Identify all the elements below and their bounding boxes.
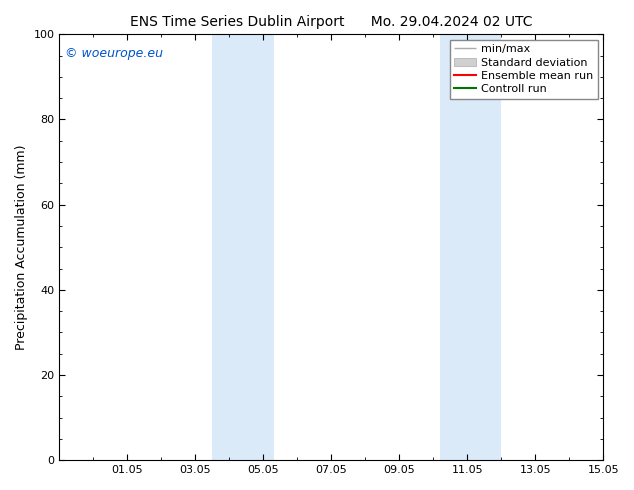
Y-axis label: Precipitation Accumulation (mm): Precipitation Accumulation (mm) — [15, 145, 28, 350]
Bar — [212, 34, 273, 460]
Legend: min/max, Standard deviation, Ensemble mean run, Controll run: min/max, Standard deviation, Ensemble me… — [450, 40, 598, 99]
Text: © woeurope.eu: © woeurope.eu — [65, 47, 163, 60]
Bar — [440, 34, 501, 460]
Title: ENS Time Series Dublin Airport      Mo. 29.04.2024 02 UTC: ENS Time Series Dublin Airport Mo. 29.04… — [130, 15, 533, 29]
